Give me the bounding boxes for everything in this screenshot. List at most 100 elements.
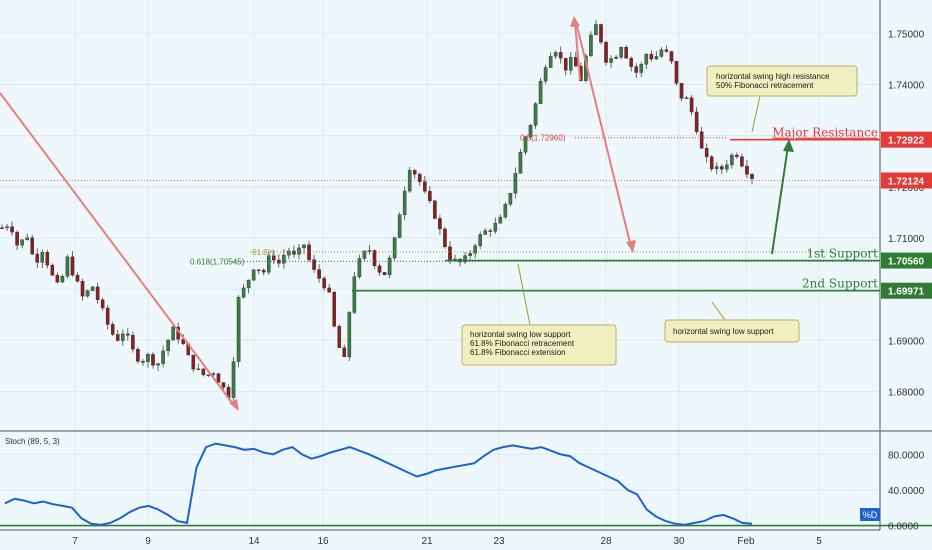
candle-body [347,312,352,358]
candle-body [402,190,407,215]
price-tags: 1.72922 1.70560 1.69971 1.72124 [881,131,932,299]
candle-body [60,276,65,283]
candle-body [533,103,538,126]
price-tag-text: 1.70560 [888,257,925,268]
time-tick-label: 16 [317,536,329,547]
annotation-swing-low[interactable]: horizontal swing low support [664,301,800,343]
fib-0.618-label: 0.618(1.70545) [190,257,245,266]
projection-arrow-up [574,21,581,81]
price-tag [881,252,932,269]
candle-body [156,363,160,366]
indicator-axis: 0.0000 40.0000 80.0000 [888,450,925,532]
candle-body [735,154,739,157]
candle-body [110,324,115,335]
fib-61.8-label: 61.8% [252,248,275,257]
time-tick-label: 9 [145,536,151,547]
candle-body [131,335,135,350]
candle-body [25,237,29,240]
candle-body [679,83,684,99]
candle-body [609,58,613,63]
candle-body [624,47,628,59]
candle-body [553,52,558,57]
time-tick-label: 28 [600,536,612,547]
candle-body [518,152,523,174]
candle-body [251,269,256,281]
candle-body [100,299,105,309]
candle-body [221,382,226,388]
candle-body [664,49,669,52]
candle-body [619,47,623,58]
price-tag [881,131,932,148]
candle-body [45,252,50,266]
candle-body [568,56,573,71]
time-tick-label: 7 [72,536,78,547]
indicator-title: Stoch (89, 5, 3) [5,437,60,446]
price-tag [881,282,932,299]
candle-body [639,64,644,73]
candle-body [282,254,286,264]
candle-body [272,255,276,261]
candle-body [558,52,563,59]
candle-body [704,148,709,158]
candle-body [523,136,528,153]
candle-body [70,256,75,276]
downtrend-arrowhead [229,399,239,411]
candle-body [538,80,543,104]
candle-body [236,296,241,362]
candle-body [443,228,447,247]
candle-body [302,244,306,249]
candle-body [136,348,140,362]
price-tag-text: 1.72922 [888,136,925,147]
callout-box [664,319,800,343]
candle-body [196,368,201,371]
time-axis[interactable]: 7 9 14 16 21 23 28 30 Feb 5 [72,536,822,547]
candle-body [699,131,704,149]
second-support-label: 2nd Support [802,277,878,291]
candle-body [146,354,150,362]
candle-body [90,286,95,291]
callout-text: horizontal swing low support [470,330,571,339]
candle-body [493,222,498,232]
candle-body [105,307,110,325]
candle-body [468,253,472,256]
candle-body [352,276,357,313]
candle-body [438,218,442,230]
candle-body [659,49,664,57]
price-tag-text: 1.72124 [888,176,925,187]
candle-body [433,200,437,219]
price-tick-label: 1.68000 [888,388,925,399]
candle-body [216,373,221,383]
candle-body [634,66,639,73]
candle-body [191,354,196,370]
candle-body [745,165,749,175]
annotation-swing-high[interactable]: horizontal swing high resistance 50% Fib… [706,65,858,133]
candle-body [428,190,432,202]
candle-body [20,239,24,246]
candle-body [327,287,331,293]
candle-body [126,333,130,336]
callout-pointer [751,95,761,133]
candle-body [649,54,654,60]
candle-body [689,97,694,113]
candle-body [0,227,4,229]
price-tick-label: 1.69000 [888,336,925,347]
candle-body [342,347,347,358]
candle-body [423,181,427,192]
callout-text: horizontal swing low support [673,327,774,336]
candle-body [740,156,744,167]
annotation-swing-low-fib[interactable]: horizontal swing low support 61.8% Fibon… [461,263,617,366]
candle-body [644,54,649,65]
candle-body [151,354,155,366]
candle-body [543,67,548,82]
major-resistance-label: Major Resistance [772,126,878,140]
candle-body [246,279,251,289]
time-tick-label: 21 [421,536,433,547]
price-tick-label: 1.71000 [888,234,925,245]
candle-body [171,326,175,341]
candle-body [357,258,362,277]
stochastic-d-line [4,442,753,526]
indicator-tick-label: 0.0000 [888,522,919,533]
candle-body [65,256,70,277]
candle-body [407,170,412,192]
